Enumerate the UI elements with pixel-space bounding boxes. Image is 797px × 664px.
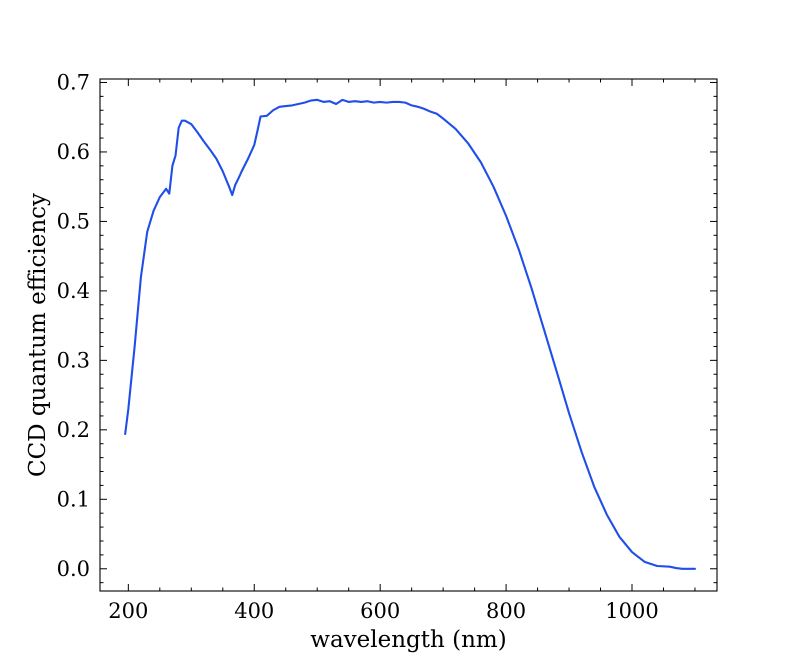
- y-tick-label: 0.0: [57, 557, 90, 581]
- x-tick-label: 800: [486, 599, 526, 623]
- series-points-0: [125, 99, 695, 569]
- y-axis-label: CCD quantum efficiency: [25, 193, 51, 477]
- y-tick-label: 0.4: [57, 279, 90, 303]
- y-tick-label: 0.3: [57, 348, 90, 372]
- x-tick-label: 400: [234, 599, 274, 623]
- y-tick-label: 0.6: [57, 140, 90, 164]
- y-tick-label: 0.7: [57, 70, 90, 94]
- x-tick-label: 200: [108, 599, 148, 623]
- ticks: [100, 79, 717, 591]
- plot-area: [124, 98, 697, 570]
- y-tick-label: 0.2: [57, 418, 90, 442]
- x-axis-label: wavelength (nm): [310, 627, 506, 653]
- y-tick-label: 0.5: [57, 209, 90, 233]
- plot-frame: [99, 78, 718, 592]
- tick-labels: 200 400 600 800 1000 0.0 0.1 0.2 0.3 0.4 0.5 0.6 0.7: [57, 70, 659, 623]
- y-tick-label: 0.1: [57, 487, 90, 511]
- x-tick-label: 1000: [605, 599, 658, 623]
- series-line-0: [124, 98, 697, 570]
- x-tick-label: 600: [360, 599, 400, 623]
